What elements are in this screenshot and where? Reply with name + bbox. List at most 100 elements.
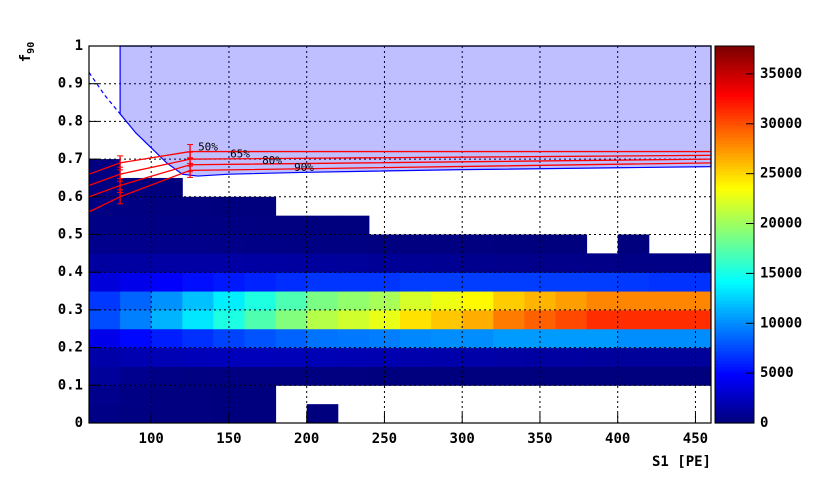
- colorbar-segment: [715, 385, 754, 390]
- line-label: 80%: [262, 154, 282, 167]
- colorbar-segment: [715, 190, 754, 195]
- heatmap-cell: [151, 177, 183, 198]
- acceptance-line: [88, 150, 711, 175]
- heatmap-cell: [617, 328, 650, 349]
- colorbar-segment: [715, 215, 754, 220]
- colorbar-segment: [715, 391, 754, 396]
- heatmap-cell: [462, 234, 494, 254]
- heatmap-cell: [306, 309, 339, 330]
- heatmap-cell: [244, 253, 277, 273]
- heatmap-cell: [431, 366, 463, 386]
- heatmap-cell: [306, 291, 339, 311]
- heatmap-cell: [337, 215, 370, 235]
- colorbar-segment: [715, 366, 754, 371]
- colorbar-segment: [715, 419, 754, 424]
- heatmap-cell: [120, 215, 152, 235]
- x-tick-label: 400: [605, 431, 630, 447]
- y-tick-label: 0.3: [58, 302, 83, 318]
- heatmap-cell: [213, 215, 245, 235]
- heatmap-cell: [275, 234, 308, 254]
- colorbar-segment: [715, 341, 754, 346]
- heatmap-cell: [555, 253, 588, 273]
- colorbar-segment: [715, 225, 754, 229]
- colorbar-segment: [715, 357, 754, 361]
- heatmap-cell: [151, 215, 183, 235]
- heatmap-cell: [306, 215, 339, 235]
- heatmap-cell: [244, 272, 277, 292]
- heatmap-cell: [306, 272, 339, 292]
- heatmap-cell: [617, 309, 650, 330]
- heatmap-cell: [89, 385, 121, 405]
- heatmap-cell: [337, 366, 370, 386]
- colorbar-segment: [715, 162, 754, 166]
- colorbar-segment: [715, 269, 754, 273]
- heatmap-cell: [306, 366, 339, 386]
- heatmap-cell: [89, 347, 121, 367]
- heatmap-cell: [462, 328, 494, 349]
- x-tick-label: 350: [527, 431, 552, 447]
- heatmap-cell: [151, 385, 183, 405]
- colorbar-segment: [715, 108, 754, 113]
- heatmap-cell: [648, 291, 681, 311]
- heatmap-cell: [244, 404, 277, 424]
- heatmap-cell: [586, 366, 619, 386]
- heatmap-cell: [182, 385, 214, 405]
- colorbar-segment: [715, 287, 754, 292]
- colorbar-segment: [715, 143, 754, 148]
- heatmap-cell: [648, 366, 681, 386]
- colorbar-segment: [715, 250, 754, 254]
- colorbar-segment: [715, 140, 754, 144]
- heatmap-cell: [213, 253, 245, 273]
- colorbar-segment: [715, 291, 754, 295]
- heatmap-cell: [151, 291, 183, 311]
- colorbar-segment: [715, 284, 754, 289]
- heatmap-cell: [306, 328, 339, 349]
- heatmap-cell: [337, 234, 370, 254]
- colorbar-segment: [715, 262, 754, 267]
- y-label-sub: 90: [26, 42, 37, 54]
- colorbar-tick-label: 25000: [760, 166, 802, 182]
- heatmap-cell: [400, 234, 432, 254]
- heatmap-cell: [617, 234, 650, 254]
- colorbar-segment: [715, 99, 754, 104]
- colorbar-segment: [715, 275, 754, 280]
- acceptance-line: [88, 158, 712, 198]
- colorbar-segment: [715, 350, 754, 355]
- heatmap-cell: [337, 309, 370, 330]
- colorbar-segment: [715, 171, 754, 176]
- heatmap-cell: [555, 347, 588, 367]
- colorbar-segment: [715, 313, 754, 317]
- heatmap-cell: [89, 366, 121, 386]
- colorbar-segment: [715, 115, 754, 119]
- y-tick-label: 0: [75, 415, 83, 431]
- heatmap-cell: [555, 234, 588, 254]
- heatmap-cell: [586, 272, 619, 292]
- colorbar-segment: [715, 137, 754, 141]
- heatmap-cell: [462, 309, 494, 330]
- colorbar-tick-label: 0: [760, 415, 768, 431]
- colorbar-segment: [715, 124, 754, 129]
- heatmap-cell: [275, 291, 308, 311]
- heatmap-cell: [275, 347, 308, 367]
- colorbar-segment: [715, 130, 754, 135]
- heatmap-cell: [555, 291, 588, 311]
- colorbar-segment: [715, 372, 754, 377]
- heatmap-cell: [493, 309, 525, 330]
- heatmap-cell: [337, 291, 370, 311]
- heatmap-cell: [586, 291, 619, 311]
- colorbar-segment: [715, 413, 754, 418]
- heatmap-cell: [431, 291, 463, 311]
- heatmap-cell: [493, 234, 525, 254]
- colorbar-segment: [715, 237, 754, 242]
- x-tick-label: 250: [372, 431, 397, 447]
- heatmap-cell: [120, 328, 152, 349]
- colorbar-segment: [715, 127, 754, 132]
- heatmap-cell: [617, 291, 650, 311]
- heatmap-cell: [275, 309, 308, 330]
- colorbar-segment: [715, 240, 754, 245]
- heatmap-cell: [244, 291, 277, 311]
- heatmap-cell: [275, 215, 308, 235]
- heatmap-cell: [120, 234, 152, 254]
- heatmap-cell: [151, 234, 183, 254]
